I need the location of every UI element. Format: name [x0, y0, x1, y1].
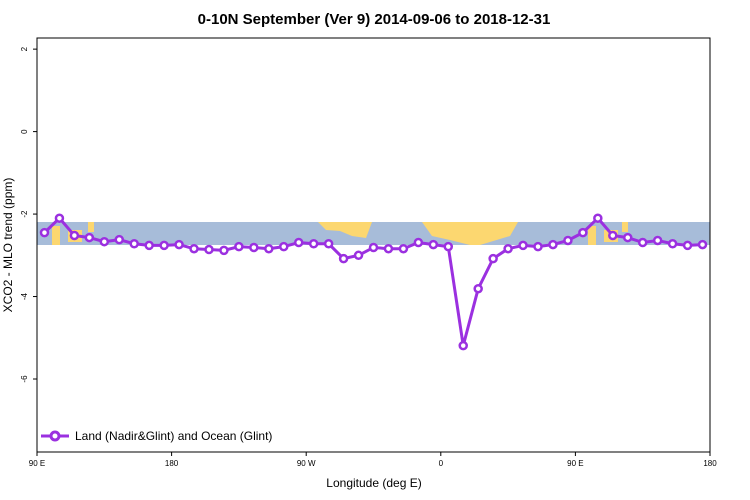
point [533, 241, 543, 252]
y-tick-label: 2 [20, 46, 29, 51]
point [398, 243, 409, 254]
point [129, 239, 139, 249]
point [54, 213, 65, 223]
point [174, 239, 184, 250]
y-axis-label: XCO2 - MLO trend (ppm) [1, 178, 15, 313]
legend: Land (Nadir&Glint) and Ocean (Glint) [41, 429, 272, 443]
point [622, 232, 633, 243]
point [667, 239, 678, 249]
point [563, 235, 573, 246]
map-strip [37, 222, 710, 245]
y-tick-label: 0 [20, 129, 29, 134]
point [234, 241, 244, 252]
point [518, 240, 528, 251]
point [368, 242, 379, 253]
point [488, 253, 498, 264]
point [39, 227, 50, 238]
point [264, 243, 274, 254]
point [443, 241, 454, 252]
point [548, 239, 558, 250]
point [697, 239, 708, 250]
point [308, 239, 319, 249]
point [682, 240, 693, 251]
point [593, 213, 603, 223]
point [144, 240, 154, 251]
plot-frame [36, 37, 711, 453]
point [578, 227, 588, 238]
point [383, 243, 394, 254]
point [637, 237, 648, 248]
point [189, 243, 199, 254]
y-tick-label: -6 [20, 375, 29, 383]
point [473, 283, 483, 294]
point [69, 230, 80, 241]
point [353, 250, 364, 261]
point [652, 235, 663, 246]
point [219, 245, 229, 256]
x-axis-label: Longitude (deg E) [326, 476, 421, 490]
legend-marker [49, 430, 61, 442]
x-tick-label: 90 W [297, 459, 316, 468]
point [159, 240, 169, 251]
point [279, 241, 289, 252]
x-tick-label: 90 E [567, 459, 583, 468]
point [413, 237, 424, 248]
x-tick-label: 0 [439, 459, 444, 468]
chart-title: 0-10N September (Ver 9) 2014-09-06 to 20… [198, 11, 551, 28]
y-tick-label: -4 [20, 292, 29, 300]
point [338, 253, 349, 264]
point [84, 232, 95, 243]
point [503, 243, 513, 254]
point [458, 340, 468, 351]
point [608, 230, 618, 241]
point [114, 234, 125, 245]
point [323, 239, 334, 249]
x-tick-label: 90 E [29, 459, 45, 468]
point [249, 242, 259, 253]
point [428, 239, 439, 250]
y-tick-label: -2 [20, 210, 29, 218]
x-tick-label: 180 [703, 459, 717, 468]
point [293, 237, 304, 248]
legend-label: Land (Nadir&Glint) and Ocean (Glint) [75, 429, 272, 443]
x-tick-label: 180 [165, 459, 179, 468]
point [204, 244, 214, 255]
point [99, 236, 110, 247]
